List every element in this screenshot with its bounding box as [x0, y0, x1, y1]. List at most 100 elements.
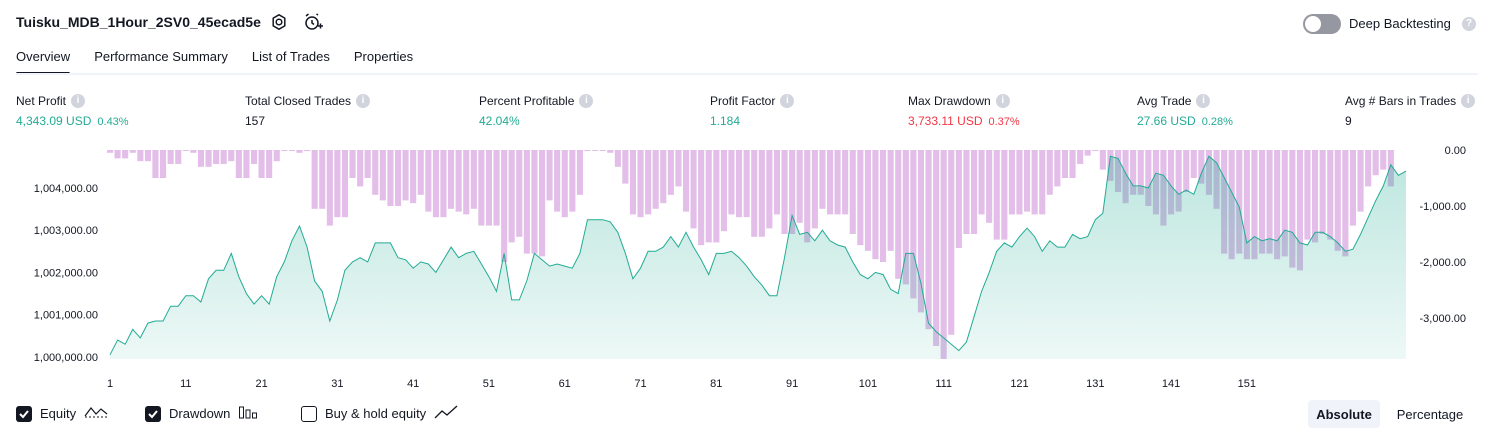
drawdown-bar	[781, 150, 788, 234]
legend-label: Drawdown	[169, 406, 231, 421]
drawdown-bar	[1084, 150, 1091, 156]
info-icon[interactable]: i	[995, 94, 1010, 108]
drawdown-bar	[152, 150, 159, 178]
legend-equity[interactable]: Equity	[16, 404, 108, 423]
drawdown-bar	[501, 150, 508, 262]
left-y-tick-label: 1,002,000.00	[34, 267, 98, 279]
drawdown-bar	[395, 150, 402, 206]
buy-hold-line-icon	[434, 404, 458, 423]
drawdown-bar	[266, 150, 273, 178]
drawdown-bar	[872, 150, 879, 260]
info-icon[interactable]: i	[356, 94, 371, 108]
x-tick-label: 21	[255, 378, 267, 390]
drawdown-bar	[971, 150, 978, 234]
drawdown-bar	[213, 150, 220, 164]
strategy-title: Tuisku_MDB_1Hour_2SV0_45ecad5e	[16, 14, 261, 30]
drawdown-bar	[1016, 150, 1023, 215]
metric-net-profit: Net Profit i 4,343.09 USD 0.43%	[16, 94, 129, 128]
equity-line	[109, 155, 1407, 356]
x-tick-label: 91	[786, 378, 798, 390]
metric-max-drawdown: Max Drawdown i 3,733.11 USD 0.37%	[908, 94, 1020, 128]
drawdown-bars-icon	[238, 404, 258, 423]
info-icon[interactable]: i	[780, 94, 795, 108]
info-icon[interactable]: i	[1196, 94, 1211, 108]
drawdown-bar	[1243, 150, 1250, 260]
x-tick-label: 31	[331, 378, 343, 390]
drawdown-bar	[1168, 150, 1175, 215]
drawdown-bar	[1365, 150, 1372, 187]
tab-overview[interactable]: Overview	[16, 49, 71, 75]
drawdown-bar	[1304, 150, 1311, 240]
drawdown-bar	[986, 150, 993, 223]
buy-hold-checkbox[interactable]	[301, 405, 317, 422]
x-tick-label: 41	[407, 378, 419, 390]
drawdown-bar	[773, 150, 780, 215]
info-icon[interactable]: i	[1461, 94, 1476, 108]
alarm-clock-plus-icon[interactable]	[303, 12, 323, 32]
absolute-mode-button[interactable]: Absolute	[1308, 400, 1380, 428]
drawdown-bar	[1372, 150, 1379, 176]
legend-label: Buy & hold equity	[325, 406, 427, 421]
drawdown-bar	[425, 150, 432, 212]
metric-value: 1.184	[710, 114, 741, 128]
drawdown-bar	[1319, 150, 1326, 234]
drawdown-bar	[1274, 150, 1281, 260]
tab-list-of-trades[interactable]: List of Trades	[251, 49, 330, 64]
drawdown-bar	[455, 150, 462, 212]
drawdown-bar	[387, 150, 394, 206]
drawdown-bar	[220, 150, 227, 164]
drawdown-bar	[304, 150, 311, 151]
tab-performance-summary[interactable]: Performance Summary	[94, 49, 228, 64]
metric-avg-trade: Avg Trade i 27.66 USD 0.28%	[1137, 94, 1233, 128]
drawdown-bar	[796, 150, 803, 223]
metric-value: 27.66 USD	[1137, 114, 1196, 128]
drawdown-bar	[1236, 150, 1243, 254]
x-tick-label: 131	[1086, 378, 1104, 390]
percentage-mode-button[interactable]: Percentage	[1396, 406, 1464, 422]
metric-percent-profitable: Percent Profitable i 42.04%	[479, 94, 594, 128]
equity-drawdown-chart[interactable]: 1 11 21 31 41 51 61 71 81 91 101 111 121 131 141 1511,0…	[0, 140, 1494, 395]
drawdown-bar	[834, 150, 841, 215]
drawdown-bar	[789, 150, 796, 234]
drawdown-bar	[281, 150, 288, 151]
drawdown-bar	[728, 150, 735, 215]
drawdown-bar	[349, 150, 356, 178]
drawdown-bar	[720, 150, 727, 232]
drawdown-bar	[690, 150, 697, 229]
metric-label: Total Closed Trades	[245, 94, 352, 108]
legend-drawdown[interactable]: Drawdown	[145, 404, 258, 423]
x-tick-label: 71	[634, 378, 646, 390]
info-icon[interactable]: i	[71, 94, 86, 108]
drawdown-bar	[902, 150, 909, 285]
tab-properties[interactable]: Properties	[353, 49, 414, 64]
metric-label: Max Drawdown	[908, 94, 991, 108]
left-y-tick-label: 1,003,000.00	[34, 225, 98, 237]
legend-buy-hold[interactable]: Buy & hold equity	[301, 404, 458, 423]
drawdown-bar	[645, 150, 652, 215]
info-icon[interactable]: i	[579, 94, 594, 108]
drawdown-bar	[758, 150, 765, 237]
drawdown-bar	[751, 150, 758, 237]
drawdown-bar	[296, 150, 303, 153]
drawdown-bar	[531, 150, 538, 254]
drawdown-bar	[1130, 150, 1137, 195]
drawdown-bar	[1296, 150, 1303, 271]
deep-backtesting-toggle[interactable]	[1303, 14, 1341, 34]
drawdown-bar	[107, 150, 114, 153]
drawdown-bar	[1312, 150, 1319, 243]
equity-checkbox[interactable]	[16, 405, 32, 422]
drawdown-bar	[364, 150, 371, 178]
drawdown-bar	[1190, 150, 1197, 178]
x-tick-label: 61	[559, 378, 571, 390]
drawdown-checkbox[interactable]	[145, 405, 161, 422]
drawdown-bar	[1145, 150, 1152, 206]
drawdown-bar	[948, 150, 955, 335]
metric-label: Net Profit	[16, 94, 67, 108]
drawdown-bar	[122, 150, 129, 159]
x-tick-label: 11	[180, 378, 191, 390]
help-icon[interactable]: ?	[1462, 17, 1476, 31]
drawdown-bar	[955, 150, 962, 248]
drawdown-bar	[864, 150, 871, 251]
drawdown-bar	[440, 150, 447, 218]
gear-icon[interactable]	[269, 12, 289, 32]
